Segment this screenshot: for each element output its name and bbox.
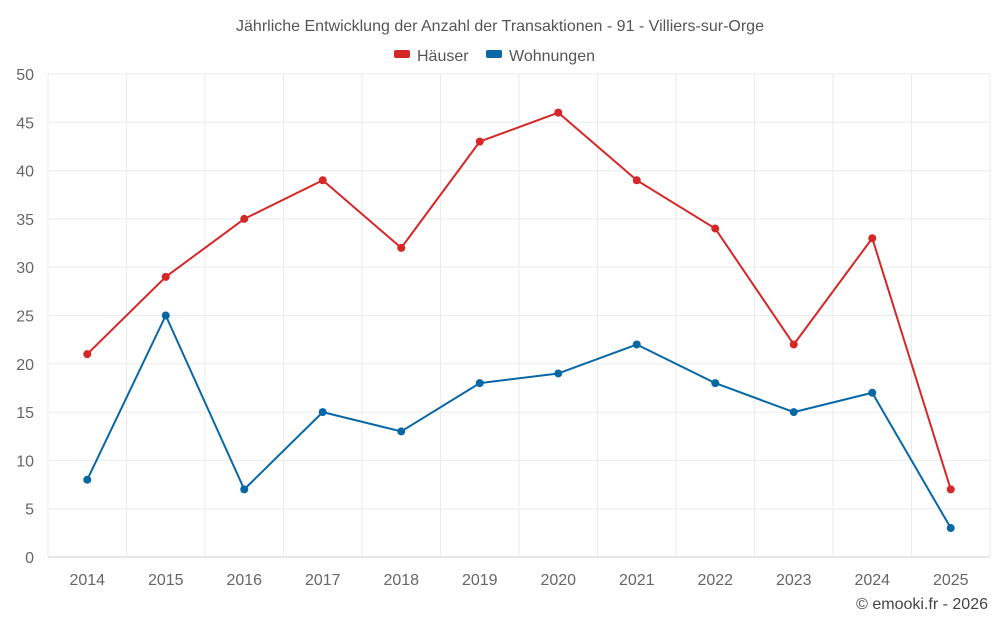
y-tick-label: 0 [25,550,34,567]
data-point-haeuser[interactable] [789,340,798,349]
series-line-haeuser [86,111,952,490]
data-point-haeuser[interactable] [711,224,720,233]
y-tick-label: 15 [16,405,34,422]
y-tick-label: 25 [16,309,34,326]
data-point-wohnungen[interactable] [161,311,170,320]
y-tick-label: 35 [16,212,34,229]
x-tick-label: 2017 [305,572,341,589]
data-point-wohnungen[interactable] [83,475,92,484]
series-line-wohnungen [86,314,952,529]
x-tick-label: 2024 [854,572,890,589]
data-point-haeuser[interactable] [868,234,877,243]
data-point-haeuser[interactable] [632,176,641,185]
legend-item-haeuser[interactable]: Häuser [394,48,469,65]
y-axis: 0 5 10 15 20 25 30 35 40 45 50 [16,67,34,567]
x-tick-label: 2018 [383,572,419,589]
legend: Häuser Wohnungen [394,48,595,65]
data-point-wohnungen[interactable] [554,369,563,378]
series-layer [83,108,955,533]
data-point-wohnungen[interactable] [632,340,641,349]
x-axis: 2014 2015 2016 2017 2018 2019 2020 2021 2022 2023… [69,572,968,589]
legend-swatch-haeuser [394,50,410,58]
data-point-wohnungen[interactable] [711,379,720,388]
data-point-haeuser[interactable] [240,214,249,223]
legend-label-haeuser: Häuser [417,48,469,65]
y-tick-label: 45 [16,115,34,132]
x-tick-label: 2021 [619,572,655,589]
data-point-wohnungen[interactable] [475,379,484,388]
y-tick-label: 30 [16,260,34,277]
data-point-haeuser[interactable] [475,137,484,146]
y-tick-label: 20 [16,357,34,374]
x-tick-label: 2015 [148,572,184,589]
data-point-wohnungen[interactable] [868,388,877,397]
data-point-haeuser[interactable] [946,485,955,494]
legend-item-wohnungen[interactable]: Wohnungen [486,48,595,65]
y-tick-label: 5 [25,502,34,519]
y-tick-label: 10 [16,453,34,470]
data-point-wohnungen[interactable] [318,408,327,417]
data-point-wohnungen[interactable] [240,485,249,494]
x-tick-label: 2020 [540,572,576,589]
credit-text: © emooki.fr - 2026 [856,596,988,613]
data-point-wohnungen[interactable] [946,524,955,533]
data-point-haeuser[interactable] [554,108,563,117]
x-tick-label: 2023 [776,572,812,589]
data-point-haeuser[interactable] [397,243,406,252]
grid [47,73,991,558]
x-tick-label: 2016 [226,572,262,589]
x-tick-label: 2025 [933,572,969,589]
y-tick-label: 50 [16,67,34,84]
chart-title: Jährliche Entwicklung der Anzahl der Tra… [236,18,764,35]
legend-swatch-wohnungen [486,50,502,58]
data-point-wohnungen[interactable] [397,427,406,436]
data-point-wohnungen[interactable] [789,408,798,417]
data-point-haeuser[interactable] [83,350,92,359]
data-point-haeuser[interactable] [161,272,170,281]
x-tick-label: 2014 [69,572,105,589]
legend-label-wohnungen: Wohnungen [509,48,595,65]
data-point-haeuser[interactable] [318,176,327,185]
y-tick-label: 40 [16,164,34,181]
x-tick-label: 2022 [697,572,733,589]
x-tick-label: 2019 [462,572,498,589]
